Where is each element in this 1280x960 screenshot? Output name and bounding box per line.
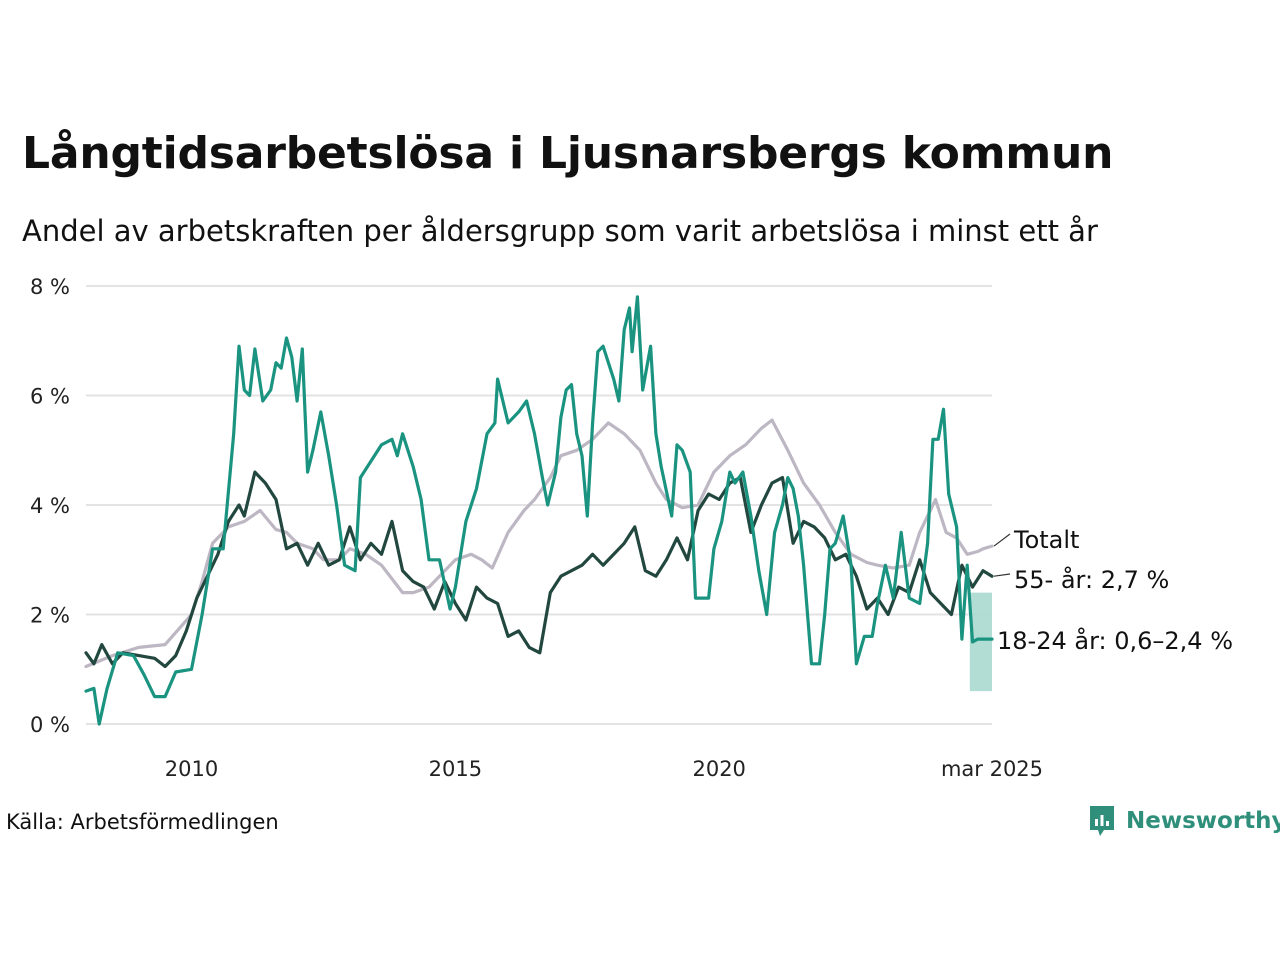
y-tick-label: 8 % — [30, 275, 70, 299]
x-tick-label: 2015 — [429, 757, 482, 781]
x-tick-label: 2010 — [165, 757, 218, 781]
y-tick-label: 2 % — [30, 604, 70, 628]
series-end-label: Totalt — [1013, 526, 1079, 554]
label-leader-line — [993, 573, 1011, 577]
series-end-label: 55- år: 2,7 % — [1014, 565, 1169, 594]
x-tick-label: mar 2025 — [941, 757, 1043, 781]
series-end-label: 18-24 år: 0,6–2,4 % — [997, 626, 1233, 655]
chart-title: Långtidsarbetslösa i Ljusnarsbergs kommu… — [22, 128, 1114, 179]
y-tick-label: 4 % — [30, 494, 70, 518]
newsworthy-logo[interactable]: Newsworthy — [1088, 804, 1280, 838]
chart-subtitle: Andel av arbetskraften per åldersgrupp s… — [22, 214, 1098, 248]
series-line-18-24-r — [84, 295, 994, 726]
source-note: Källa: Arbetsförmedlingen — [6, 810, 279, 834]
label-leader-line — [993, 533, 1011, 547]
x-tick-label: 2020 — [692, 757, 745, 781]
y-tick-label: 0 % — [30, 713, 70, 737]
series-line-55-r — [84, 470, 994, 669]
y-tick-label: 6 % — [30, 385, 70, 409]
brand-name: Newsworthy — [1126, 808, 1280, 834]
newsworthy-logo-icon — [1090, 806, 1114, 836]
uncertainty-band — [969, 592, 992, 692]
